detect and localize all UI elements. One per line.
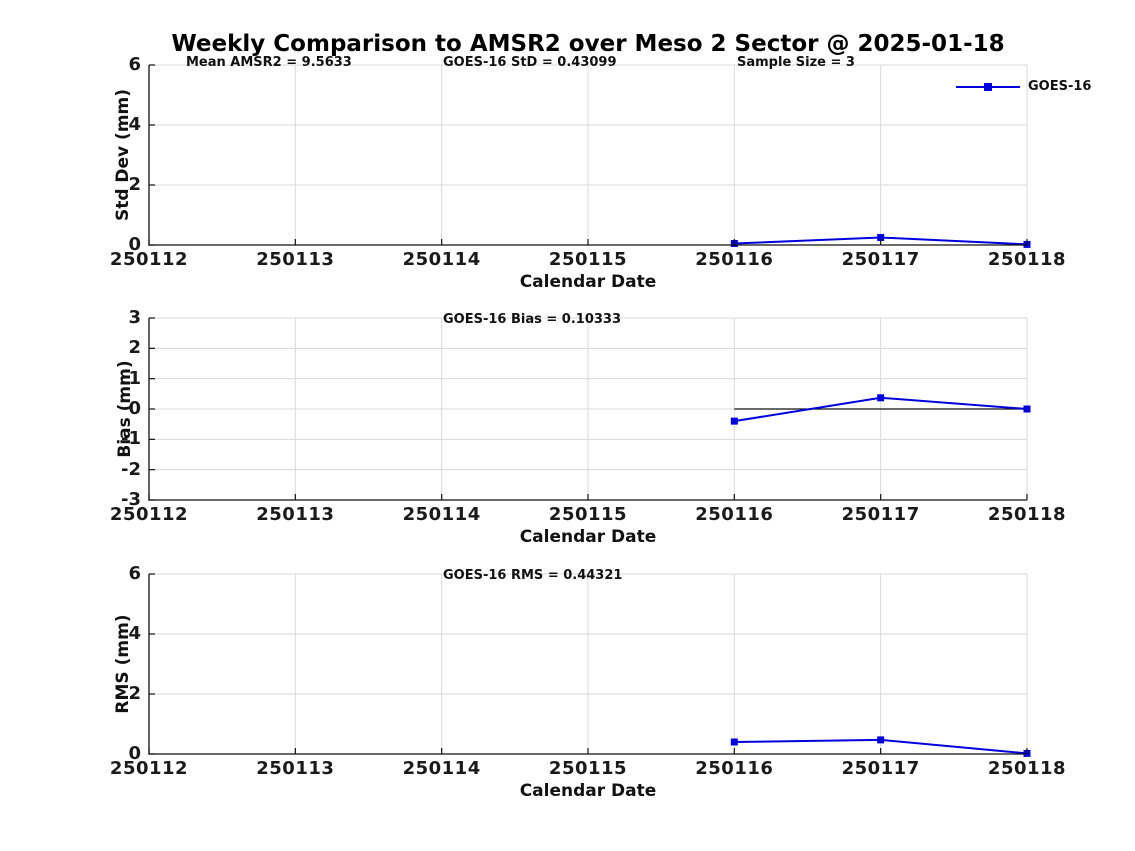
annotation-goes16-std: GOES-16 StD = 0.43099 [443,55,617,70]
annotation-goes16-bias: GOES-16 Bias = 0.10333 [443,312,622,327]
figure-title: Weekly Comparison to AMSR2 over Meso 2 S… [171,31,1005,57]
x-axis-label-top: Calendar Date [519,272,657,292]
data-point-marker [877,394,885,402]
y-axis-label-rms: RMS (mm) [113,614,133,714]
annotation-goes16-rms: GOES-16 RMS = 0.44321 [443,568,623,583]
data-point-marker [730,738,738,746]
x-axis-label-bottom: Calendar Date [519,781,657,801]
legend-label: GOES-16 [1028,79,1092,94]
y-axis-label-bias: Bias (mm) [115,360,135,458]
data-point-marker [877,234,885,241]
x-axis-label-middle: Calendar Date [519,527,657,547]
data-point-marker [1023,405,1031,413]
annotation-mean-amsr2: Mean AMSR2 = 9.5633 [186,55,352,70]
legend: GOES-16 [956,79,1096,95]
data-point-marker [877,736,885,744]
data-point-marker [730,417,738,425]
y-axis-label-stddev: Std Dev (mm) [113,88,133,222]
annotation-sample-size: Sample Size = 3 [737,55,855,70]
legend-marker-icon [984,83,992,91]
